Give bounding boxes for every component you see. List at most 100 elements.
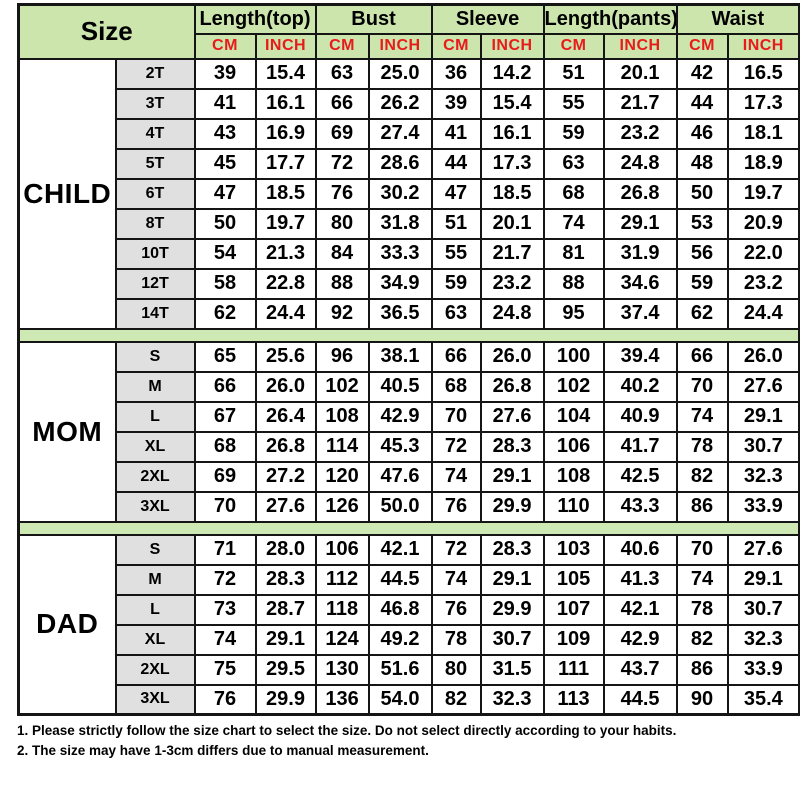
size-label: XL — [114, 430, 196, 463]
size-label: 8T — [114, 207, 196, 240]
measurement-value: 74 — [675, 563, 729, 596]
measurement-value: 56 — [675, 237, 729, 270]
unit-header-inch: INCH — [726, 32, 800, 60]
measurement-value: 29.1 — [602, 207, 678, 240]
column-header-waist: Waist — [675, 3, 800, 35]
measurement-value: 23.2 — [602, 117, 678, 150]
measurement-value: 29.1 — [726, 400, 800, 433]
section-separator — [17, 327, 800, 343]
measurement-value: 62 — [675, 297, 729, 330]
measurement-value: 40.2 — [602, 370, 678, 403]
measurement-value: 72 — [193, 563, 257, 596]
measurement-value: 78 — [675, 430, 729, 463]
size-label: 2XL — [114, 653, 196, 686]
table-row: DAD S 71 28.0 106 42.1 72 28.3 103 40.6 70 27.6 — [17, 533, 800, 716]
measurement-value: 28.6 — [367, 147, 433, 180]
measurement-value: 28.0 — [254, 533, 317, 566]
measurement-value: 18.5 — [254, 177, 317, 210]
measurement-value: 28.3 — [479, 430, 545, 463]
header-row-units: CM INCH CM INCH CM INCH CM INCH CM INCH — [19, 32, 800, 60]
measurement-value: 42.9 — [602, 623, 678, 656]
measurement-value: 29.1 — [726, 563, 800, 596]
measurement-value: 44.5 — [602, 683, 678, 716]
unit-header-inch: INCH — [602, 32, 678, 60]
measurement-value: 90 — [675, 683, 729, 716]
table-row: M 72 28.3 112 44.5 74 29.1 105 41.3 74 29.1 — [19, 563, 800, 596]
table-row: 2XL 75 29.5 130 51.6 80 31.5 111 43.7 86 33.9 — [19, 653, 800, 686]
measurement-value: 38.1 — [367, 340, 433, 373]
measurement-value: 42 — [675, 57, 729, 90]
measurement-value: 29.1 — [479, 563, 545, 596]
size-label: M — [114, 563, 196, 596]
measurement-value: 31.9 — [602, 237, 678, 270]
measurement-value: 33.9 — [726, 653, 800, 686]
measurement-value: 44 — [430, 147, 482, 180]
measurement-value: 33.9 — [726, 490, 800, 523]
measurement-value: 17.7 — [254, 147, 317, 180]
measurement-value: 66 — [675, 340, 729, 373]
measurement-value: 65 — [193, 340, 257, 373]
measurement-value: 28.7 — [254, 593, 317, 626]
unit-header-cm: CM — [675, 32, 729, 60]
size-chart-table: Size Length(top) Bust Sleeve Length(pant… — [17, 3, 800, 716]
table-row: 5T 45 17.7 72 28.6 44 17.3 63 24.8 48 18.9 — [19, 147, 800, 180]
measurement-value: 27.6 — [726, 533, 800, 566]
measurement-value: 20.9 — [726, 207, 800, 240]
measurement-value: 42.9 — [367, 400, 433, 433]
measurement-value: 16.9 — [254, 117, 317, 150]
measurement-value: 19.7 — [254, 207, 317, 240]
measurement-value: 51.6 — [367, 653, 433, 686]
measurement-value: 25.6 — [254, 340, 317, 373]
note-line-2: 2. The size may have 1-3cm differs due t… — [17, 743, 429, 758]
column-header-length-top: Length(top) — [193, 3, 317, 35]
measurement-value: 50 — [675, 177, 729, 210]
size-label: M — [114, 370, 196, 403]
measurement-value: 70 — [675, 533, 729, 566]
measurement-value: 25.0 — [367, 57, 433, 90]
measurement-value: 22.8 — [254, 267, 317, 300]
measurement-value: 54 — [193, 237, 257, 270]
measurement-value: 70 — [193, 490, 257, 523]
measurement-value: 18.5 — [479, 177, 545, 210]
measurement-value: 63 — [542, 147, 605, 180]
measurement-value: 108 — [542, 460, 605, 493]
measurement-value: 71 — [193, 533, 257, 566]
measurement-value: 24.8 — [479, 297, 545, 330]
unit-header-cm: CM — [193, 32, 257, 60]
measurement-value: 95 — [542, 297, 605, 330]
measurement-value: 48 — [675, 147, 729, 180]
measurement-value: 102 — [314, 370, 370, 403]
measurement-value: 78 — [675, 593, 729, 626]
header-row-measures: Size Length(top) Bust Sleeve Length(pant… — [17, 3, 800, 60]
size-label: 14T — [114, 297, 196, 330]
measurement-value: 27.6 — [254, 490, 317, 523]
measurement-value: 72 — [314, 147, 370, 180]
measurement-value: 18.1 — [726, 117, 800, 150]
measurement-value: 81 — [542, 237, 605, 270]
section-separator — [17, 520, 800, 536]
measurement-value: 44 — [675, 87, 729, 120]
notes: 1. Please strictly follow the size chart… — [17, 721, 798, 761]
measurement-value: 22.0 — [726, 237, 800, 270]
measurement-value: 92 — [314, 297, 370, 330]
measurement-value: 58 — [193, 267, 257, 300]
measurement-value: 72 — [430, 430, 482, 463]
size-label: L — [114, 593, 196, 626]
measurement-value: 42.1 — [602, 593, 678, 626]
measurement-value: 27.6 — [726, 370, 800, 403]
measurement-value: 44.5 — [367, 563, 433, 596]
measurement-value: 29.9 — [479, 490, 545, 523]
measurement-value: 29.1 — [479, 460, 545, 493]
group-label-child: CHILD — [17, 57, 117, 330]
measurement-value: 107 — [542, 593, 605, 626]
size-label: 4T — [114, 117, 196, 150]
size-label: 2XL — [114, 460, 196, 493]
measurement-value: 30.7 — [726, 430, 800, 463]
measurement-value: 23.2 — [479, 267, 545, 300]
measurement-value: 29.9 — [479, 593, 545, 626]
table-row: L 73 28.7 118 46.8 76 29.9 107 42.1 78 30.7 — [19, 593, 800, 626]
size-label: XL — [114, 623, 196, 656]
column-header-sleeve: Sleeve — [430, 3, 545, 35]
measurement-value: 46.8 — [367, 593, 433, 626]
measurement-value: 74 — [542, 207, 605, 240]
